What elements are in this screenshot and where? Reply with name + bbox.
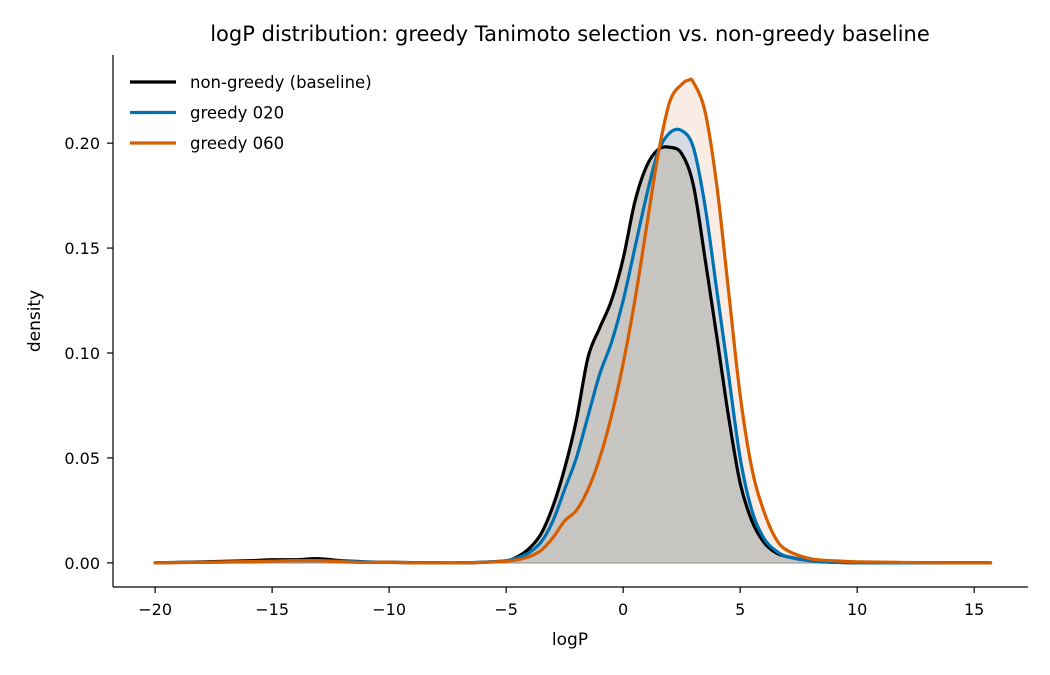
y-axis-label: density <box>25 290 45 352</box>
y-ticks: 0.00 0.05 0.10 0.15 0.20 <box>64 134 113 573</box>
x-tick-label: 0 <box>618 600 628 619</box>
legend-label-1: greedy 020 <box>190 104 284 123</box>
x-tick-label: −20 <box>138 600 172 619</box>
x-tick-label: 15 <box>964 600 984 619</box>
x-ticks: −20 −15 −10 −5 0 5 10 15 <box>138 587 984 619</box>
x-tick-label: −10 <box>372 600 406 619</box>
x-tick-label: −15 <box>255 600 289 619</box>
y-tick-label: 0.05 <box>64 449 100 468</box>
y-tick-label: 0.00 <box>64 554 100 573</box>
density-fill-series-0 <box>155 146 991 563</box>
legend: non-greedy (baseline) greedy 020 greedy 06… <box>130 73 372 153</box>
x-tick-label: −5 <box>494 600 518 619</box>
y-tick-label: 0.15 <box>64 239 100 258</box>
legend-label-0: non-greedy (baseline) <box>190 73 372 92</box>
legend-label-2: greedy 060 <box>190 134 284 153</box>
chart-title: logP distribution: greedy Tanimoto selec… <box>210 22 930 46</box>
density-line-series-2 <box>153 77 993 565</box>
x-tick-label: 5 <box>735 600 745 619</box>
x-axis-label: logP <box>552 630 588 650</box>
density-line-layer <box>153 77 993 565</box>
y-tick-label: 0.20 <box>64 134 100 153</box>
x-tick-label: 10 <box>847 600 867 619</box>
y-tick-label: 0.10 <box>64 344 100 363</box>
